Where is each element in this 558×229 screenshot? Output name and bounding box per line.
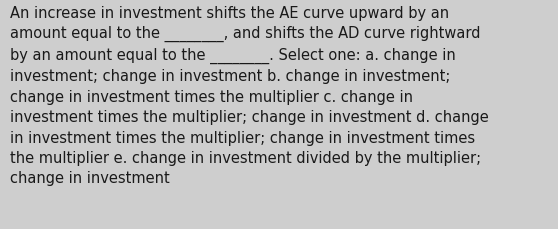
Text: An increase in investment shifts the AE curve upward by an
amount equal to the _: An increase in investment shifts the AE … [10, 6, 489, 185]
